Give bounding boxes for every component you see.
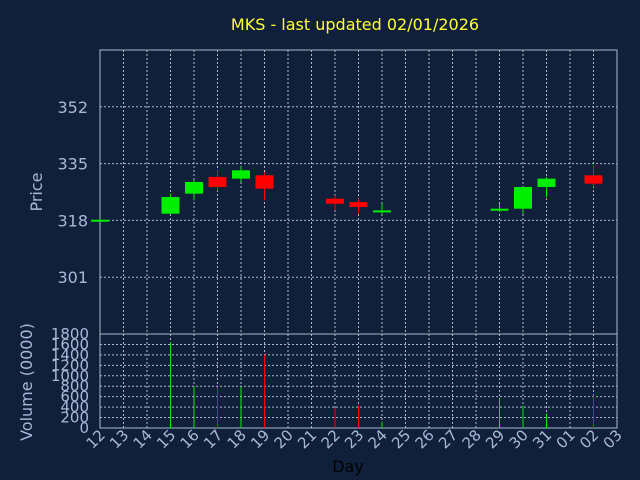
volume-tick-label: 1400	[51, 346, 89, 364]
price-tick-label: 352	[57, 98, 88, 117]
x-tick-label: 21	[294, 426, 320, 452]
volume-tick-label: 0	[79, 419, 89, 437]
x-tick-label: 28	[459, 426, 485, 452]
x-tick-label: 24	[365, 426, 391, 452]
volume-tick-label: 1600	[51, 335, 89, 353]
x-tick-label: 27	[435, 426, 461, 452]
volume-axis-label: Volume (0000)	[17, 323, 36, 441]
candle-body	[255, 175, 274, 189]
candle-body	[373, 210, 391, 213]
candle-body	[349, 202, 368, 208]
candle-body	[208, 176, 227, 187]
x-tick-label: 18	[224, 426, 250, 452]
volume-tick-label: 600	[60, 388, 89, 406]
x-tick-label: 19	[247, 426, 273, 452]
candle-body	[91, 219, 109, 222]
x-tick-label: 30	[506, 426, 532, 452]
price-axis-label: Price	[27, 172, 46, 211]
x-tick-label: 23	[341, 426, 367, 452]
volume-tick-label: 1800	[51, 325, 89, 343]
x-axis-label: Day	[332, 457, 364, 476]
volume-tick-label: 800	[60, 377, 89, 395]
price-tick-label: 301	[57, 268, 88, 287]
x-tick-label: 20	[271, 426, 297, 452]
x-axis: 1213141516171819202122232425262728293031…	[83, 426, 626, 452]
price-tick-label: 335	[57, 155, 88, 174]
x-tick-label: 25	[388, 426, 414, 452]
x-tick-label: 22	[318, 426, 344, 452]
x-tick-label: 29	[482, 426, 508, 452]
candle-body	[232, 170, 250, 179]
price-tick-label: 318	[57, 211, 88, 230]
chart-title: MKS - last updated 02/01/2026	[231, 15, 479, 34]
volume-tick-label: 200	[60, 409, 89, 427]
x-tick-label: 26	[412, 426, 438, 452]
volume-tick-label: 1000	[51, 367, 89, 385]
candle-body	[537, 178, 556, 187]
x-tick-label: 03	[600, 426, 626, 452]
candle-body	[584, 175, 603, 184]
x-tick-label: 02	[576, 426, 602, 452]
x-tick-label: 01	[553, 426, 579, 452]
volume-tick-label: 400	[60, 398, 89, 416]
candle-body	[161, 197, 180, 214]
candle-body	[326, 198, 344, 204]
x-tick-label: 14	[130, 426, 156, 452]
x-tick-label: 31	[529, 426, 555, 452]
x-tick-label: 17	[200, 426, 226, 452]
x-tick-label: 16	[177, 426, 203, 452]
price-panel: 301 318 335 352	[57, 49, 618, 335]
volume-tick-label: 1200	[51, 356, 89, 374]
candle-body	[185, 181, 203, 194]
x-tick-label: 15	[153, 426, 179, 452]
candle-body	[490, 208, 509, 211]
candle-body	[514, 186, 532, 209]
x-tick-label: 13	[106, 426, 132, 452]
